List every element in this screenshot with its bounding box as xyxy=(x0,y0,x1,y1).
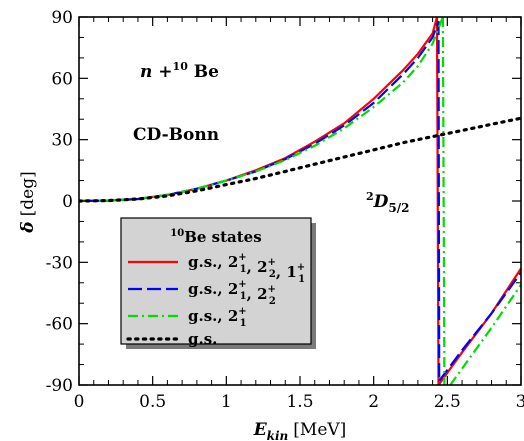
annotation-reaction: n +10 Be xyxy=(140,60,219,82)
y-axis-symbol: δ xyxy=(18,221,38,233)
series-2-line-1 xyxy=(441,17,446,385)
legend: 10Be states g.s., 2+ 1, 2+ 2, 1+ 1g.s., 2+ 1… xyxy=(120,217,316,349)
x-tick-label: 0 xyxy=(74,392,85,412)
x-tick-label: 0.5 xyxy=(139,392,166,412)
y-axis-unit: [deg] xyxy=(18,171,38,216)
y-tick-label: -30 xyxy=(46,253,73,273)
y-axis-title: δ [deg] xyxy=(18,171,38,233)
legend-box xyxy=(120,217,312,345)
annotation-reaction-be: Be xyxy=(188,62,219,82)
y-tick-label: -90 xyxy=(46,376,73,396)
series-1-line-2 xyxy=(438,271,521,382)
x-axis-unit: [MeV] xyxy=(293,420,346,440)
x-axis-symbol: E xyxy=(253,420,268,440)
x-tick-label: 2.5 xyxy=(434,392,461,412)
series-layer xyxy=(79,17,521,385)
y-tick-label: -60 xyxy=(46,315,73,335)
legend-title-sup: 10 xyxy=(170,228,184,239)
x-tick-label: 1 xyxy=(221,392,232,412)
legend-label-2: g.s., 2+ 1 xyxy=(188,306,247,329)
series-1-line-1 xyxy=(437,21,441,381)
partial-wave-sub: 5/2 xyxy=(388,201,409,215)
annotation-reaction-sup: 10 xyxy=(173,60,189,73)
series-2-line-2 xyxy=(449,284,521,385)
y-tick-label: 60 xyxy=(51,69,73,89)
legend-label-1: g.s., 2+ 1, 2+ 2 xyxy=(188,279,276,307)
annotation-reaction-plus: + xyxy=(152,62,172,82)
y-tick-label: 0 xyxy=(62,192,73,212)
series-3-line-0 xyxy=(79,116,521,203)
x-tick-label: 1.5 xyxy=(286,392,313,412)
legend-entries: g.s., 2+ 1, 2+ 2, 1+ 1g.s., 2+ 1, 2+ 2g.s., 2… xyxy=(126,252,305,348)
annotation-reaction-n: n xyxy=(140,62,152,82)
partial-wave-symbol: D xyxy=(373,192,389,212)
legend-label-3: g.s. xyxy=(188,330,217,348)
x-axis-subscript: kin xyxy=(267,429,289,441)
annotation-potential: CD-Bonn xyxy=(133,125,219,145)
legend-title: 10Be states xyxy=(170,228,261,246)
x-tick-label: 3 xyxy=(516,392,524,412)
x-axis-title: Ekin [MeV] xyxy=(253,420,347,441)
y-tick-label: 90 xyxy=(51,8,73,28)
partial-wave-sup: 2 xyxy=(366,190,374,203)
legend-title-text: Be states xyxy=(184,228,261,246)
ticks-layer xyxy=(78,16,522,386)
legend-label-0: g.s., 2+ 1, 2+ 2, 1+ 1 xyxy=(188,252,305,285)
x-tick-label: 2 xyxy=(368,392,379,412)
tick-labels-layer: 0 0.5 1 1.5 2 2.5 3 -90 -60 -30 0 30 60 90 xyxy=(46,8,524,412)
annotation-partial-wave: 2D5/2 xyxy=(366,190,410,215)
y-tick-label: 30 xyxy=(51,131,73,151)
